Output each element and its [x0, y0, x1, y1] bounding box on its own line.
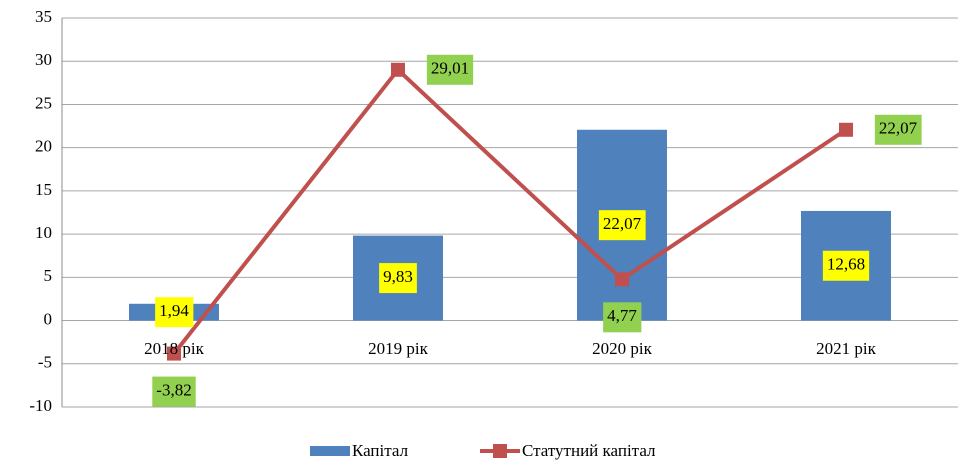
data-label: 29,01 — [426, 54, 474, 85]
data-label-bg — [379, 263, 417, 294]
data-label-text: 1,94 — [159, 301, 189, 320]
y-tick-label: 35 — [35, 7, 52, 26]
data-label-bg — [426, 54, 474, 85]
y-tick-label: 10 — [35, 223, 52, 242]
line — [172, 66, 848, 355]
data-label-bg — [152, 376, 196, 407]
y-tick-label: 15 — [35, 180, 52, 199]
data-label: 4,77 — [603, 302, 642, 333]
data-label-text: 4,77 — [607, 306, 637, 325]
data-label-text: 22,07 — [603, 214, 642, 233]
data-label: 12,68 — [822, 250, 870, 281]
y-tick-label: 0 — [44, 309, 53, 328]
x-tick-label: 2018 рік — [144, 339, 204, 358]
data-label: 22,07 — [874, 114, 922, 145]
data-label: -3,82 — [152, 376, 196, 407]
marker — [615, 272, 629, 287]
legend-label: Статутний капітал — [522, 441, 656, 460]
x-tick-label: 2021 рік — [816, 339, 876, 358]
data-label-bg — [874, 114, 922, 145]
legend-swatch — [310, 446, 350, 456]
x-tick-label: 2020 рік — [592, 339, 652, 358]
data-label-bg — [603, 302, 642, 333]
data-label-bg — [822, 250, 870, 281]
marker — [391, 62, 405, 77]
y-tick-label: -5 — [38, 353, 52, 372]
legend-marker — [493, 444, 507, 458]
data-label-text: 9,83 — [383, 267, 413, 286]
data-label-text: 22,07 — [879, 119, 918, 138]
y-tick-label: 5 — [44, 266, 53, 285]
data-label-text: -3,82 — [156, 380, 191, 399]
marker — [839, 122, 853, 137]
data-label-text: 12,68 — [827, 255, 865, 274]
data-label-bg — [598, 210, 646, 241]
y-tick-label: 30 — [35, 50, 52, 69]
y-tick-label: 25 — [35, 93, 52, 112]
data-label: 1,94 — [155, 297, 194, 328]
x-tick-label: 2019 рік — [368, 339, 428, 358]
data-label: 9,83 — [379, 263, 417, 294]
y-tick-label: 20 — [35, 137, 52, 156]
data-label: 22,07 — [598, 210, 646, 241]
marker — [167, 346, 181, 361]
data-label-bg — [155, 297, 194, 328]
y-tick-label: -10 — [29, 396, 52, 415]
legend-label: Капітал — [352, 441, 409, 460]
data-label-text: 29,01 — [431, 59, 469, 78]
